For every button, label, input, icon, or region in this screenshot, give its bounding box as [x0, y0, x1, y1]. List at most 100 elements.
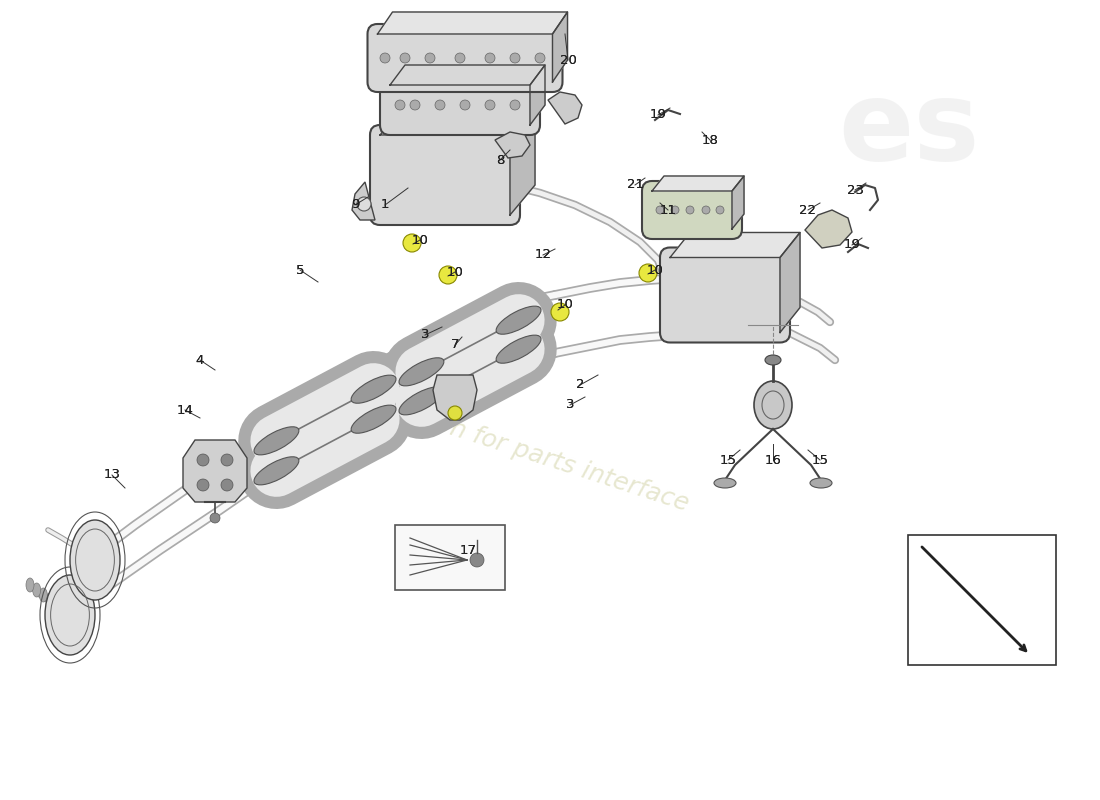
- Ellipse shape: [754, 381, 792, 429]
- Text: 19: 19: [844, 238, 860, 251]
- Text: 11: 11: [660, 203, 676, 217]
- Text: 5: 5: [296, 263, 305, 277]
- Text: 15: 15: [719, 454, 737, 466]
- Circle shape: [485, 53, 495, 63]
- Polygon shape: [652, 176, 744, 191]
- Circle shape: [434, 100, 446, 110]
- Text: a passion for parts interface: a passion for parts interface: [349, 384, 692, 516]
- Text: 17: 17: [460, 543, 476, 557]
- Polygon shape: [433, 375, 477, 420]
- Circle shape: [197, 479, 209, 491]
- Ellipse shape: [46, 593, 54, 607]
- Circle shape: [510, 100, 520, 110]
- Ellipse shape: [351, 405, 396, 434]
- Text: 15: 15: [812, 454, 828, 466]
- Ellipse shape: [810, 478, 832, 488]
- Text: 9: 9: [351, 198, 360, 211]
- Polygon shape: [530, 65, 544, 125]
- Text: 10: 10: [411, 234, 428, 246]
- Polygon shape: [780, 233, 800, 333]
- Text: 21: 21: [627, 178, 644, 191]
- Text: 11: 11: [660, 203, 676, 217]
- Text: 12: 12: [535, 249, 551, 262]
- Text: 21: 21: [627, 178, 644, 191]
- Polygon shape: [670, 233, 800, 258]
- Text: 2: 2: [575, 378, 584, 391]
- Text: 23: 23: [847, 183, 864, 197]
- Text: 8: 8: [496, 154, 504, 166]
- Text: 19: 19: [844, 238, 860, 251]
- Circle shape: [671, 206, 679, 214]
- Text: 20: 20: [560, 54, 576, 66]
- Circle shape: [702, 206, 710, 214]
- Circle shape: [470, 553, 484, 567]
- Polygon shape: [495, 132, 530, 158]
- Text: 1: 1: [381, 198, 389, 211]
- Text: 14: 14: [177, 403, 194, 417]
- Text: 10: 10: [647, 263, 663, 277]
- Text: 19: 19: [650, 109, 667, 122]
- Polygon shape: [352, 182, 375, 220]
- Ellipse shape: [254, 426, 299, 455]
- Ellipse shape: [66, 608, 74, 622]
- Ellipse shape: [399, 358, 444, 386]
- Circle shape: [400, 53, 410, 63]
- FancyBboxPatch shape: [642, 181, 743, 239]
- Text: 7: 7: [451, 338, 460, 351]
- Text: 19: 19: [650, 109, 667, 122]
- Circle shape: [210, 513, 220, 523]
- Ellipse shape: [254, 457, 299, 485]
- Ellipse shape: [26, 578, 34, 592]
- Ellipse shape: [53, 598, 60, 612]
- Circle shape: [379, 53, 390, 63]
- Text: 10: 10: [411, 234, 428, 246]
- Polygon shape: [390, 65, 544, 85]
- Circle shape: [221, 479, 233, 491]
- Text: 15: 15: [719, 454, 737, 466]
- Circle shape: [460, 100, 470, 110]
- Polygon shape: [379, 105, 535, 135]
- Ellipse shape: [33, 583, 41, 597]
- Text: 4: 4: [196, 354, 205, 366]
- Polygon shape: [732, 176, 744, 229]
- Text: 4: 4: [196, 354, 205, 366]
- Text: 3: 3: [420, 329, 429, 342]
- Text: 17: 17: [460, 543, 476, 557]
- Circle shape: [716, 206, 724, 214]
- Circle shape: [410, 100, 420, 110]
- Text: 16: 16: [764, 454, 781, 466]
- Text: 10: 10: [447, 266, 463, 278]
- Circle shape: [510, 53, 520, 63]
- Text: 7: 7: [451, 338, 460, 351]
- Text: 3: 3: [565, 398, 574, 411]
- Text: 9: 9: [351, 198, 360, 211]
- Ellipse shape: [70, 520, 120, 600]
- Text: 3: 3: [420, 329, 429, 342]
- Text: 12: 12: [535, 249, 551, 262]
- Ellipse shape: [714, 478, 736, 488]
- Ellipse shape: [45, 575, 95, 655]
- Text: 22: 22: [800, 203, 816, 217]
- Text: 20: 20: [560, 54, 576, 66]
- Bar: [395, 525, 505, 590]
- Circle shape: [439, 266, 456, 284]
- Circle shape: [551, 303, 569, 321]
- Circle shape: [197, 454, 209, 466]
- Ellipse shape: [496, 335, 541, 363]
- Ellipse shape: [351, 375, 396, 403]
- Text: 3: 3: [565, 398, 574, 411]
- Text: 22: 22: [800, 203, 816, 217]
- Text: 14: 14: [177, 403, 194, 417]
- Circle shape: [455, 53, 465, 63]
- Ellipse shape: [496, 306, 541, 334]
- FancyBboxPatch shape: [660, 247, 790, 342]
- Polygon shape: [805, 210, 852, 248]
- Polygon shape: [183, 440, 248, 502]
- Text: 13: 13: [103, 469, 121, 482]
- Text: 5: 5: [296, 263, 305, 277]
- FancyBboxPatch shape: [367, 24, 562, 92]
- Circle shape: [395, 100, 405, 110]
- Ellipse shape: [764, 355, 781, 365]
- Circle shape: [656, 206, 664, 214]
- Circle shape: [358, 197, 371, 211]
